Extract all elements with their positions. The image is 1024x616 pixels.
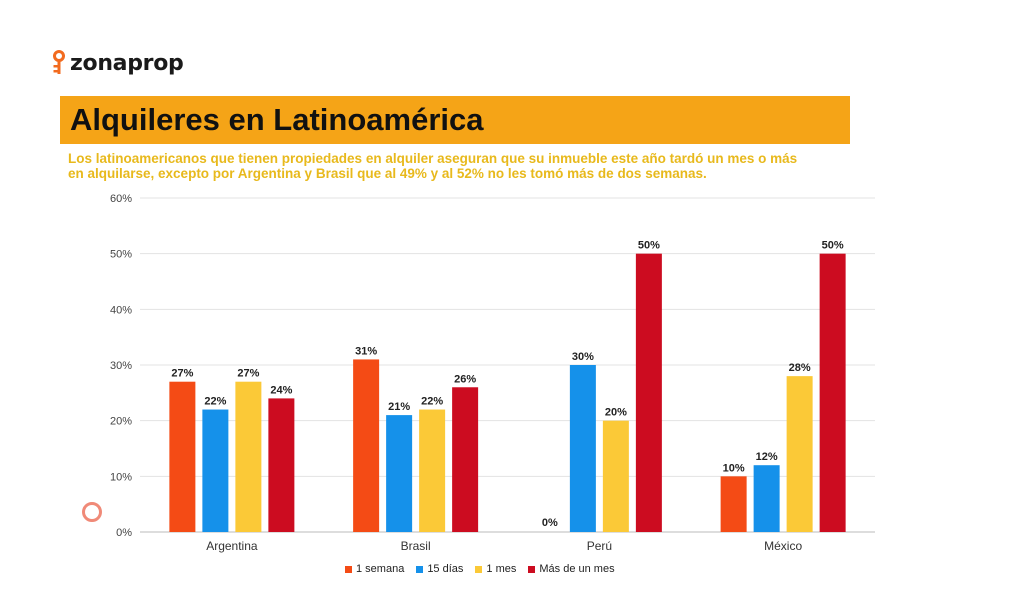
legend-item: 1 semana [345,563,404,575]
bar [753,465,780,532]
bar [569,365,596,532]
data-label: 28% [789,362,811,374]
bar [602,420,629,532]
bar [786,376,813,532]
bar [235,381,262,532]
data-label: 0% [542,517,558,529]
legend-swatch [345,565,352,573]
data-label: 21% [388,401,410,413]
brand-logo: zonaprop [52,50,184,76]
data-label: 50% [822,240,844,252]
bar [419,409,446,532]
legend-item: 15 días [416,563,463,575]
legend-item: Más de un mes [528,563,615,575]
key-icon [53,50,65,74]
data-label: 31% [355,345,377,357]
y-tick-label: 40% [110,304,132,316]
legend-label: 1 semana [356,563,405,575]
data-label: 12% [756,451,778,463]
bar [268,398,295,532]
chart-legend: 1 semana 15 días 1 mes Más de un mes [345,563,615,575]
subtitle: Los latinoamericanos que tienen propieda… [68,151,968,181]
legend-swatch [416,565,424,573]
legend-label: 15 días [427,563,464,575]
data-label: 24% [270,384,292,396]
y-tick-label: 50% [110,249,132,261]
x-tick-label: Argentina [206,539,258,553]
bar [635,253,662,532]
record-icon[interactable] [82,502,102,522]
data-label: 27% [171,368,193,380]
data-label: 30% [572,351,594,363]
brand-name: zonaprop [70,50,184,76]
y-tick-label: 20% [110,416,132,428]
page-title: Alquileres en Latinoamérica [70,102,484,137]
data-label: 10% [723,462,745,474]
legend-swatch [528,565,536,573]
x-tick-label: Perú [587,539,612,553]
y-tick-label: 10% [110,471,132,483]
legend-swatch [475,565,483,573]
x-tick-label: México [764,539,802,553]
data-label: 50% [638,240,660,252]
data-label: 22% [421,396,443,408]
y-tick-label: 0% [116,527,132,539]
subtitle-line-1: Los latinoamericanos que tienen propieda… [68,151,798,166]
y-tick-label: 30% [110,360,132,372]
bar [386,415,413,532]
x-tick-label: Brasil [401,539,431,553]
bar [169,381,196,532]
bar [452,387,479,532]
data-label: 26% [454,373,476,385]
legend-label: Más de un mes [539,563,615,575]
legend-item: 1 mes [475,563,516,575]
y-tick-label: 60% [110,193,132,205]
bar [202,409,229,532]
title-bar: Alquileres en Latinoamérica [60,96,850,144]
legend-label: 1 mes [486,563,517,575]
data-label: 27% [237,368,259,380]
bar [720,476,747,532]
data-label: 20% [605,407,627,419]
subtitle-line-2: en alquilarse, excepto por Argentina y B… [68,166,707,181]
data-label: 22% [204,396,226,408]
bar [819,253,846,532]
bar [353,359,380,532]
